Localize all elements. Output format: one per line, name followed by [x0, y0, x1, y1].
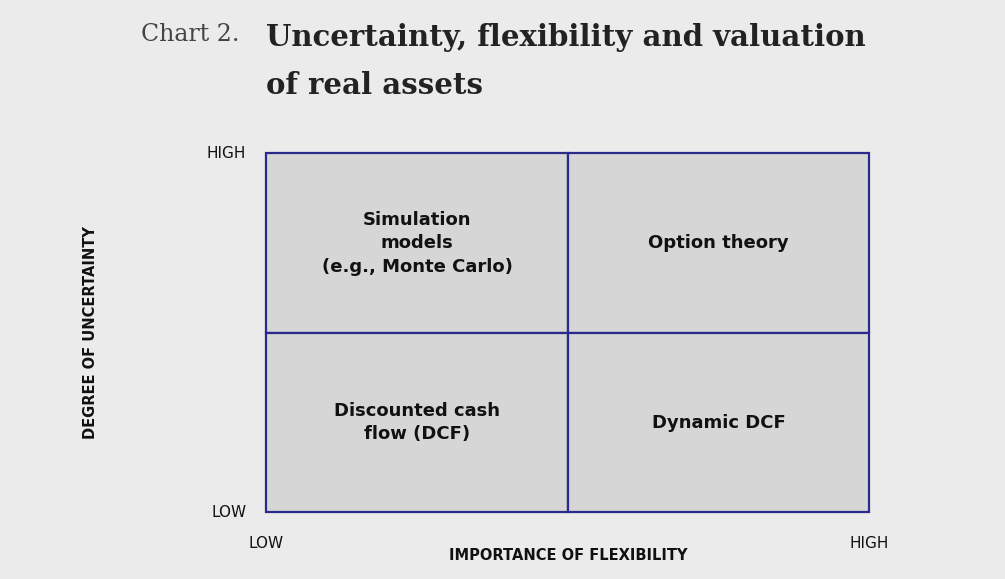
Text: Uncertainty, flexibility and valuation: Uncertainty, flexibility and valuation [266, 23, 866, 52]
Text: Option theory: Option theory [648, 234, 789, 252]
Text: Chart 2.: Chart 2. [141, 23, 239, 46]
Bar [266, 333, 568, 512]
Text: HIGH: HIGH [849, 536, 889, 551]
Text: Dynamic DCF: Dynamic DCF [651, 413, 786, 432]
Text: Simulation
models
(e.g., Monte Carlo): Simulation models (e.g., Monte Carlo) [322, 211, 513, 276]
Text: IMPORTANCE OF FLEXIBILITY: IMPORTANCE OF FLEXIBILITY [448, 548, 687, 563]
Bar [568, 333, 869, 512]
Bar [266, 153, 568, 333]
Text: LOW: LOW [249, 536, 283, 551]
Text: of real assets: of real assets [266, 71, 483, 100]
Text: LOW: LOW [211, 505, 246, 520]
Text: Discounted cash
flow (DCF): Discounted cash flow (DCF) [334, 402, 500, 444]
Text: HIGH: HIGH [207, 146, 246, 161]
Text: DEGREE OF UNCERTAINTY: DEGREE OF UNCERTAINTY [83, 226, 97, 439]
Bar [568, 153, 869, 333]
